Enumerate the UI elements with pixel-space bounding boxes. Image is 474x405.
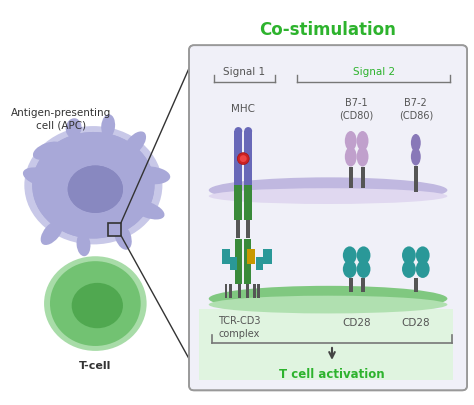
- Bar: [361, 166, 365, 188]
- Text: B7-2
(CD86): B7-2 (CD86): [399, 98, 433, 121]
- Ellipse shape: [50, 261, 141, 346]
- Text: CD28: CD28: [342, 318, 371, 328]
- Text: Antigen-presenting
cell (APC): Antigen-presenting cell (APC): [11, 108, 111, 131]
- Ellipse shape: [114, 223, 132, 250]
- Ellipse shape: [402, 260, 416, 278]
- Bar: [225, 284, 228, 298]
- Bar: [246, 284, 249, 298]
- Text: B7-1
(CD80): B7-1 (CD80): [339, 98, 374, 121]
- Bar: [234, 185, 242, 220]
- Ellipse shape: [411, 148, 421, 166]
- Ellipse shape: [77, 232, 91, 256]
- Bar: [244, 185, 252, 220]
- Ellipse shape: [416, 260, 429, 278]
- Ellipse shape: [356, 246, 371, 264]
- Bar: [244, 131, 252, 185]
- Bar: [234, 131, 242, 185]
- Ellipse shape: [343, 260, 356, 278]
- Text: Co-stimulation: Co-stimulation: [260, 21, 396, 39]
- FancyBboxPatch shape: [189, 45, 467, 390]
- Ellipse shape: [356, 260, 371, 278]
- Text: Signal 1: Signal 1: [223, 67, 265, 77]
- Ellipse shape: [402, 246, 416, 264]
- Ellipse shape: [345, 131, 356, 151]
- Ellipse shape: [244, 127, 252, 135]
- Ellipse shape: [101, 114, 115, 138]
- Ellipse shape: [131, 166, 170, 184]
- Ellipse shape: [209, 286, 447, 311]
- Text: MHC: MHC: [231, 104, 255, 114]
- Text: TCR-CD3
complex: TCR-CD3 complex: [218, 316, 261, 339]
- Ellipse shape: [411, 134, 421, 152]
- Circle shape: [237, 153, 249, 164]
- Bar: [230, 257, 237, 270]
- Ellipse shape: [356, 147, 368, 166]
- Text: CD28: CD28: [401, 318, 430, 328]
- Ellipse shape: [24, 126, 163, 244]
- Ellipse shape: [32, 132, 155, 239]
- Bar: [229, 284, 232, 298]
- Ellipse shape: [72, 283, 123, 328]
- Ellipse shape: [124, 131, 146, 156]
- Bar: [349, 166, 353, 188]
- Bar: [199, 309, 453, 380]
- Circle shape: [240, 155, 246, 162]
- Bar: [361, 278, 365, 292]
- Ellipse shape: [416, 246, 429, 264]
- Bar: [349, 278, 353, 292]
- Ellipse shape: [356, 131, 368, 151]
- Ellipse shape: [23, 167, 61, 188]
- Ellipse shape: [131, 200, 164, 220]
- Ellipse shape: [68, 166, 123, 213]
- Ellipse shape: [44, 256, 146, 351]
- Bar: [257, 284, 260, 298]
- Bar: [414, 278, 418, 292]
- Bar: [256, 257, 263, 270]
- Ellipse shape: [343, 246, 356, 264]
- Bar: [108, 223, 121, 236]
- Ellipse shape: [68, 166, 123, 213]
- Bar: [221, 249, 230, 264]
- Ellipse shape: [66, 118, 82, 138]
- Ellipse shape: [234, 127, 242, 135]
- Ellipse shape: [32, 132, 155, 239]
- Bar: [414, 166, 418, 192]
- Bar: [238, 284, 241, 298]
- Bar: [236, 239, 242, 284]
- Bar: [237, 220, 240, 237]
- Text: T-cell: T-cell: [79, 361, 111, 371]
- Ellipse shape: [209, 188, 447, 204]
- Bar: [263, 249, 272, 264]
- Bar: [246, 220, 250, 237]
- Ellipse shape: [209, 296, 447, 313]
- Ellipse shape: [33, 142, 63, 160]
- Ellipse shape: [209, 177, 447, 203]
- Text: Signal 2: Signal 2: [353, 67, 395, 77]
- Ellipse shape: [41, 220, 63, 245]
- Bar: [253, 284, 256, 298]
- Bar: [244, 239, 251, 284]
- Text: T cell activation: T cell activation: [279, 368, 385, 381]
- Ellipse shape: [345, 147, 356, 166]
- Bar: [247, 249, 255, 264]
